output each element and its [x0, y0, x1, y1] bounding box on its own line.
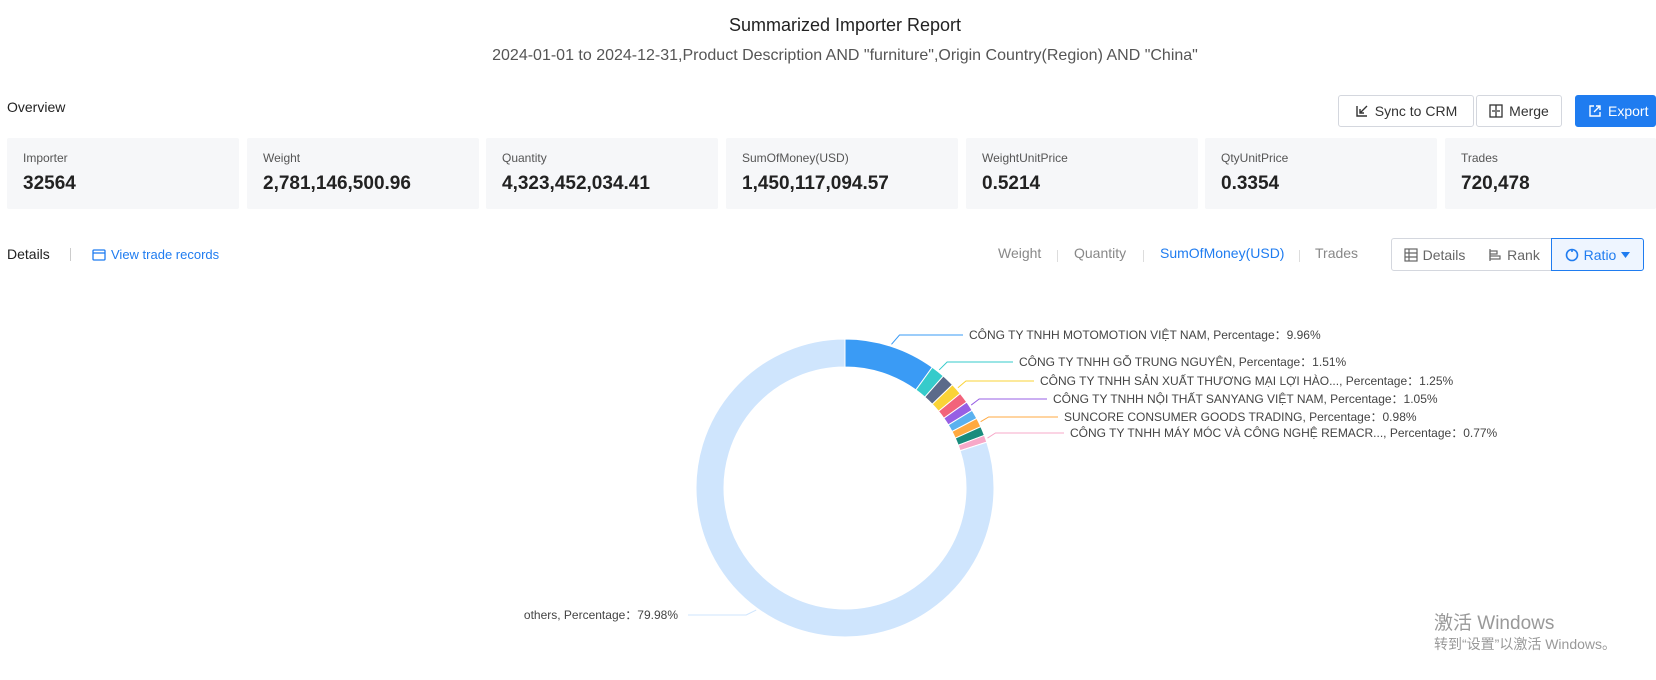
slice-label: CÔNG TY TNHH SẢN XUẤT THƯƠNG MẠI LỢI HÀO…	[1040, 373, 1453, 388]
ratio-view-button[interactable]: Ratio	[1551, 238, 1644, 271]
slice-label: CÔNG TY TNHH GỖ TRUNG NGUYÊN, Percentage…	[1019, 354, 1347, 369]
stat-value: 720,478	[1461, 173, 1530, 194]
slice-leader-line	[957, 380, 1034, 389]
tab-weight[interactable]: Weight	[998, 245, 1042, 261]
windows-activation-hint: 转到“设置”以激活 Windows。	[1434, 636, 1617, 652]
export-icon	[1589, 105, 1601, 117]
merge-label: Merge	[1509, 103, 1549, 119]
stat-label: QtyUnitPrice	[1221, 151, 1289, 165]
divider	[70, 248, 71, 261]
slice-label: CÔNG TY TNHH MÁY MÓC VÀ CÔNG NGHỆ REMACR…	[1070, 425, 1498, 440]
stat-value: 2,781,146,500.96	[263, 173, 411, 194]
sync-label: Sync to CRM	[1374, 103, 1458, 119]
slice-label: SUNCORE CONSUMER GOODS TRADING, Percenta…	[1064, 410, 1417, 424]
divider	[1143, 250, 1144, 262]
tab-sum-of-money[interactable]: SumOfMoney(USD)	[1160, 245, 1285, 261]
slice-leader-line	[980, 416, 1058, 423]
stat-card-sum-of-money: SumOfMoney(USD) 1,450,117,094.57	[726, 138, 958, 209]
ratio-view-label: Ratio	[1583, 246, 1617, 263]
view-trade-records-link[interactable]: View trade records	[92, 247, 219, 262]
slice-leader-line	[987, 432, 1064, 439]
stat-label: Weight	[263, 151, 301, 165]
chevron-down-icon	[1621, 251, 1631, 258]
stat-value: 0.5214	[982, 173, 1041, 194]
stat-value: 1,450,117,094.57	[742, 173, 889, 194]
slice-label: CÔNG TY TNHH MOTOMOTION VIỆT NAM, Percen…	[969, 327, 1321, 342]
slice-leader-line	[970, 398, 1047, 406]
stat-label: SumOfMoney(USD)	[742, 151, 849, 165]
tab-trades[interactable]: Trades	[1315, 245, 1359, 261]
slice-leader-line	[688, 609, 757, 616]
stat-card-trades: Trades 720,478	[1445, 138, 1656, 209]
details-view-label: Details	[1422, 246, 1466, 263]
slice-label: others, Percentage：79.98%	[524, 608, 678, 622]
details-label: Details	[7, 246, 50, 262]
slice-leader-line	[938, 361, 1013, 371]
stat-label: Importer	[23, 151, 68, 165]
donut-slice[interactable]	[844, 338, 933, 391]
report-subtitle: 2024-01-01 to 2024-12-31,Product Descrip…	[492, 47, 1198, 64]
rank-view-label: Rank	[1507, 246, 1540, 263]
sync-to-crm-button[interactable]: Sync to CRM	[1338, 95, 1474, 127]
tab-quantity[interactable]: Quantity	[1074, 245, 1127, 261]
stat-label: Quantity	[502, 151, 547, 165]
merge-button[interactable]: Merge	[1476, 95, 1562, 127]
donut-slice[interactable]	[695, 338, 995, 638]
rank-view-button[interactable]: Rank	[1477, 238, 1552, 271]
stat-label: WeightUnitPrice	[982, 151, 1068, 165]
export-label: Export	[1608, 103, 1649, 119]
stat-label: Trades	[1461, 151, 1498, 165]
report-title: Summarized Importer Report	[728, 15, 962, 35]
divider	[1299, 250, 1300, 262]
stat-value: 0.3354	[1221, 173, 1280, 194]
donut-chart-icon	[1565, 248, 1578, 261]
sync-icon	[1356, 105, 1368, 117]
merge-icon	[1489, 104, 1503, 118]
export-button[interactable]: Export	[1575, 95, 1656, 127]
importer-ratio-donut-chart: CÔNG TY TNHH MOTOMOTION VIỆT NAM, Percen…	[524, 327, 1498, 638]
records-icon	[92, 248, 106, 261]
stat-value: 32564	[23, 173, 76, 194]
divider	[1057, 250, 1058, 262]
slice-label: CÔNG TY TNHH NỘI THẤT SANYANG VIỆT NAM, …	[1053, 391, 1438, 406]
overview-label: Overview	[7, 99, 66, 115]
windows-activation-watermark: 激活 Windows	[1434, 613, 1555, 634]
stat-value: 4,323,452,034.41	[502, 173, 650, 194]
stat-card-qty-unit-price: QtyUnitPrice 0.3354	[1205, 138, 1437, 209]
details-view-button[interactable]: Details	[1391, 238, 1478, 271]
stat-card-weight-unit-price: WeightUnitPrice 0.5214	[966, 138, 1198, 209]
table-icon	[1403, 247, 1418, 262]
view-link-label: View trade records	[111, 247, 220, 262]
stat-card-weight: Weight 2,781,146,500.96	[247, 138, 479, 209]
slice-leader-line	[891, 334, 963, 345]
rank-bar-icon	[1489, 248, 1501, 261]
stat-card-importer: Importer 32564	[7, 138, 239, 209]
stat-card-quantity: Quantity 4,323,452,034.41	[486, 138, 718, 209]
